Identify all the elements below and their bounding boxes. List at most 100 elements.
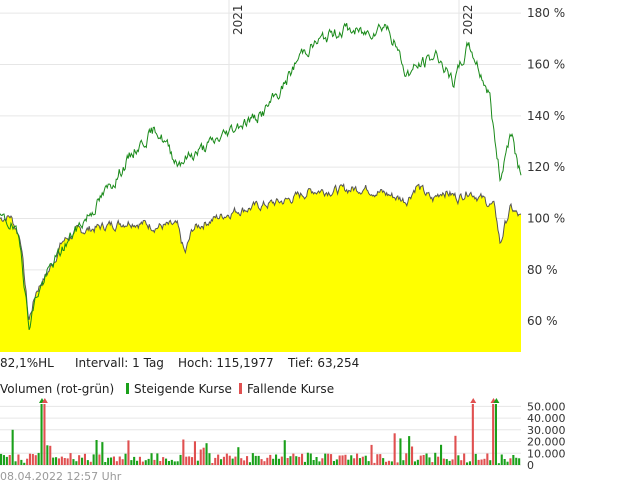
volume-bar bbox=[57, 458, 60, 465]
volume-bars bbox=[0, 398, 521, 465]
price-area-layer bbox=[0, 183, 522, 352]
volume-bar bbox=[382, 458, 385, 465]
volume-bar bbox=[442, 458, 445, 465]
volume-bar bbox=[130, 460, 133, 465]
y-tick-label: 180 % bbox=[527, 6, 565, 20]
volume-bar bbox=[440, 444, 443, 465]
y-tick-label: 140 % bbox=[527, 109, 565, 123]
volume-bar bbox=[330, 454, 333, 465]
x-axis-labels: 2021 2022 bbox=[231, 4, 475, 35]
volume-bar bbox=[390, 461, 393, 465]
volume-bar bbox=[303, 461, 306, 465]
volume-bar bbox=[515, 457, 518, 465]
volume-bar bbox=[92, 454, 95, 465]
volume-bar bbox=[500, 454, 503, 465]
volume-bar bbox=[101, 442, 104, 465]
volume-overflow-arrow bbox=[470, 398, 477, 403]
stats-interval: Intervall: 1 Tag bbox=[75, 356, 164, 370]
volume-bar bbox=[457, 455, 460, 465]
volume-bar bbox=[176, 461, 179, 465]
volume-bar bbox=[309, 453, 312, 465]
volume-bar bbox=[338, 455, 341, 465]
volume-bar bbox=[251, 453, 254, 465]
volume-bar bbox=[165, 458, 168, 465]
volume-bar bbox=[220, 459, 223, 465]
volume-bar bbox=[150, 453, 153, 465]
stats-low: Tief: 63,254 bbox=[287, 356, 359, 370]
volume-bar bbox=[324, 453, 327, 465]
volume-bar bbox=[75, 461, 78, 465]
volume-bar bbox=[138, 456, 141, 465]
volume-bar bbox=[419, 455, 422, 465]
volume-bar bbox=[193, 441, 196, 465]
volume-bar bbox=[153, 459, 156, 465]
volume-bar bbox=[347, 459, 350, 465]
volume-bar bbox=[217, 454, 220, 465]
volume-bar bbox=[466, 462, 469, 465]
price-area-line bbox=[0, 183, 522, 320]
volume-bar bbox=[474, 453, 477, 465]
x-year-label: 2022 bbox=[461, 4, 475, 35]
volume-bar bbox=[202, 447, 205, 465]
volume-bar bbox=[257, 455, 260, 465]
volume-bar bbox=[231, 458, 234, 465]
volume-bar bbox=[179, 454, 182, 465]
volume-bar bbox=[225, 453, 228, 465]
volume-bar bbox=[196, 460, 199, 465]
volume-bar bbox=[170, 459, 173, 465]
volume-bar bbox=[20, 459, 23, 465]
volume-bar bbox=[98, 454, 101, 465]
volume-bar bbox=[512, 455, 515, 465]
volume-bar bbox=[222, 456, 225, 465]
volume-bar bbox=[156, 453, 159, 465]
volume-bar bbox=[115, 461, 118, 465]
x-year-label: 2021 bbox=[231, 4, 245, 35]
volume-bar bbox=[188, 456, 191, 465]
stats-hl: 82,1%HL bbox=[0, 356, 54, 370]
volume-bar bbox=[136, 460, 139, 465]
volume-bar bbox=[60, 456, 63, 465]
volume-bar bbox=[260, 459, 263, 465]
volume-bar bbox=[312, 460, 315, 465]
volume-title: Volumen (rot-grün) bbox=[0, 382, 114, 396]
volume-bar bbox=[295, 456, 298, 465]
volume-bar bbox=[434, 452, 437, 465]
volume-bar bbox=[127, 440, 130, 465]
volume-bar bbox=[477, 459, 480, 465]
legend-rising-label: Steigende Kurse bbox=[134, 382, 232, 396]
volume-bar bbox=[17, 454, 20, 465]
volume-bar bbox=[413, 461, 416, 465]
volume-bar bbox=[335, 459, 338, 465]
volume-bar bbox=[228, 455, 231, 465]
volume-bar bbox=[332, 461, 335, 465]
volume-bar bbox=[214, 457, 217, 465]
volume-bar bbox=[492, 404, 495, 465]
volume-bar bbox=[272, 458, 275, 465]
volume-bar bbox=[486, 453, 489, 465]
volume-bar bbox=[69, 453, 72, 465]
volume-bar bbox=[489, 460, 492, 465]
volume-bar bbox=[55, 457, 58, 465]
volume-bar bbox=[370, 444, 373, 465]
volume-bar bbox=[275, 454, 278, 465]
volume-bar bbox=[191, 457, 194, 465]
volume-bar bbox=[141, 461, 144, 465]
legend-falling-label: Fallende Kurse bbox=[247, 382, 334, 396]
volume-bar bbox=[26, 458, 29, 465]
volume-bar bbox=[277, 458, 280, 465]
volume-bar bbox=[254, 455, 257, 465]
volume-bar bbox=[40, 404, 43, 465]
y-tick-label: 60 % bbox=[527, 314, 558, 328]
volume-bar bbox=[8, 455, 11, 465]
volume-bar bbox=[379, 454, 382, 465]
y-tick-label: 80 % bbox=[527, 263, 558, 277]
volume-bar bbox=[506, 461, 509, 465]
volume-tick-label: 30.000 bbox=[527, 424, 566, 437]
volume-overflow-arrow bbox=[493, 398, 500, 403]
volume-bar bbox=[367, 461, 370, 465]
volume-bar bbox=[503, 459, 506, 465]
volume-bar bbox=[95, 440, 98, 465]
volume-bar bbox=[46, 445, 49, 465]
volume-bar bbox=[0, 453, 3, 465]
volume-bar bbox=[497, 463, 500, 465]
